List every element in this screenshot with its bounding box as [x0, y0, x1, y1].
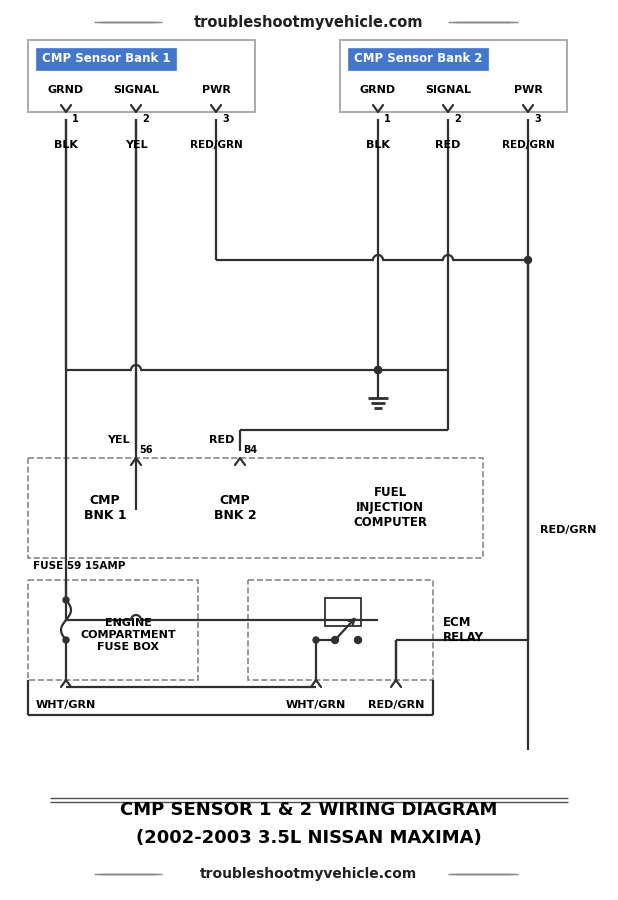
Text: CMP
BNK 2: CMP BNK 2: [214, 494, 256, 522]
Bar: [348, 48, 488, 70]
Text: FUEL
INJECTION
COMPUTER: FUEL INJECTION COMPUTER: [353, 487, 427, 529]
Text: RED/GRN: RED/GRN: [502, 140, 554, 150]
Text: RED/GRN: RED/GRN: [368, 700, 424, 710]
Text: CMP SENSOR 1 & 2 WIRING DIAGRAM: CMP SENSOR 1 & 2 WIRING DIAGRAM: [121, 801, 497, 819]
Text: CMP Sensor Bank 2: CMP Sensor Bank 2: [353, 52, 482, 66]
Circle shape: [63, 637, 69, 643]
Text: SIGNAL: SIGNAL: [113, 85, 159, 95]
Text: BLK: BLK: [366, 140, 390, 150]
Bar: [28, 458, 483, 558]
Text: PWR: PWR: [201, 85, 231, 95]
Text: ENGINE
COMPARTMENT
FUSE BOX: ENGINE COMPARTMENT FUSE BOX: [80, 618, 176, 652]
Text: 2: 2: [142, 114, 149, 124]
Bar: [340, 40, 567, 112]
Text: ECM
RELAY: ECM RELAY: [443, 616, 484, 644]
Text: 56: 56: [139, 445, 153, 455]
Text: CMP Sensor Bank 1: CMP Sensor Bank 1: [42, 52, 170, 66]
Bar: [248, 580, 433, 680]
Circle shape: [313, 637, 319, 643]
Text: GRND: GRND: [360, 85, 396, 95]
Text: PWR: PWR: [514, 85, 543, 95]
Bar: [28, 40, 255, 112]
Bar: [325, 598, 361, 626]
Text: 3: 3: [222, 114, 229, 124]
Circle shape: [375, 366, 381, 373]
Text: FUSE 59 15AMP: FUSE 59 15AMP: [33, 561, 125, 571]
Text: WHT/GRN: WHT/GRN: [36, 700, 96, 710]
Circle shape: [375, 366, 381, 373]
Text: SIGNAL: SIGNAL: [425, 85, 471, 95]
Text: BLK: BLK: [54, 140, 78, 150]
Text: WHT/GRN: WHT/GRN: [286, 700, 346, 710]
Circle shape: [331, 636, 339, 644]
Text: YEL: YEL: [107, 435, 129, 445]
Circle shape: [355, 636, 362, 644]
Text: B4: B4: [243, 445, 257, 455]
Text: troubleshootmyvehicle.com: troubleshootmyvehicle.com: [194, 14, 424, 30]
Bar: [36, 48, 176, 70]
Bar: [28, 580, 198, 680]
Circle shape: [525, 256, 531, 264]
Text: RED: RED: [210, 435, 235, 445]
Circle shape: [63, 597, 69, 603]
Text: YEL: YEL: [125, 140, 147, 150]
Text: RED/GRN: RED/GRN: [190, 140, 242, 150]
Text: RED/GRN: RED/GRN: [540, 525, 596, 535]
Text: GRND: GRND: [48, 85, 84, 95]
Text: 3: 3: [534, 114, 541, 124]
Text: 2: 2: [454, 114, 461, 124]
Text: CMP
BNK 1: CMP BNK 1: [83, 494, 126, 522]
Text: 1: 1: [384, 114, 391, 124]
Text: troubleshootmyvehicle.com: troubleshootmyvehicle.com: [200, 867, 418, 881]
Text: 1: 1: [72, 114, 78, 124]
Text: (2002-2003 3.5L NISSAN MAXIMA): (2002-2003 3.5L NISSAN MAXIMA): [136, 829, 482, 847]
Text: RED: RED: [435, 140, 460, 150]
